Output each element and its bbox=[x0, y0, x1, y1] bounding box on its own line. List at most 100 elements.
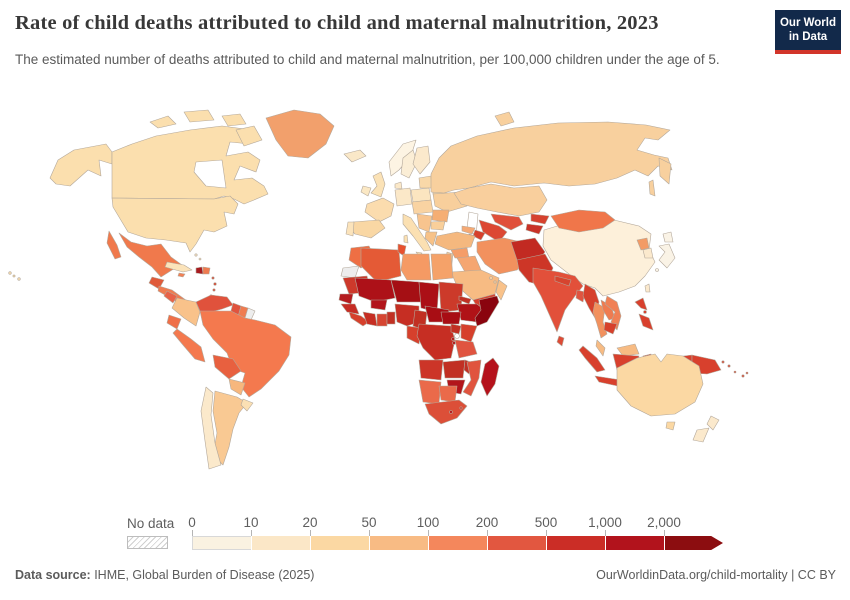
country-caribbean_islands[interactable] bbox=[212, 288, 216, 292]
country-bahamas[interactable] bbox=[194, 253, 198, 257]
legend-bin-100-200[interactable] bbox=[428, 536, 487, 550]
country-botswana[interactable] bbox=[438, 385, 458, 403]
country-canada[interactable] bbox=[111, 125, 269, 205]
country-russia[interactable] bbox=[658, 157, 672, 185]
country-tajikistan[interactable] bbox=[525, 223, 544, 235]
country-mali[interactable] bbox=[354, 277, 396, 303]
country-russia[interactable] bbox=[648, 179, 656, 197]
country-baltics[interactable] bbox=[418, 175, 433, 189]
country-gulf_states[interactable] bbox=[493, 280, 497, 284]
country-hawaii[interactable] bbox=[17, 277, 21, 281]
legend-no-data-swatch[interactable] bbox=[127, 536, 168, 549]
country-madagascar[interactable] bbox=[480, 357, 500, 397]
country-japan[interactable] bbox=[658, 243, 676, 269]
country-canada[interactable] bbox=[221, 113, 247, 127]
country-germany[interactable] bbox=[394, 187, 413, 207]
country-paraguay[interactable] bbox=[228, 378, 246, 396]
country-south_korea[interactable] bbox=[642, 247, 654, 259]
country-canada[interactable] bbox=[183, 109, 215, 123]
country-spain[interactable] bbox=[348, 219, 386, 239]
country-dominican_republic[interactable] bbox=[202, 266, 211, 275]
country-uruguay[interactable] bbox=[240, 398, 254, 412]
country-japan[interactable] bbox=[662, 231, 674, 243]
country-hawaii[interactable] bbox=[12, 274, 16, 278]
country-poland[interactable] bbox=[410, 187, 432, 203]
country-pacific_islands[interactable] bbox=[721, 360, 725, 364]
country-caribbean_islands[interactable] bbox=[211, 276, 215, 280]
country-zambia[interactable] bbox=[442, 359, 466, 379]
country-portugal[interactable] bbox=[345, 221, 355, 237]
country-azerbaijan[interactable] bbox=[472, 229, 486, 241]
country-taiwan[interactable] bbox=[644, 283, 651, 293]
country-italy[interactable] bbox=[403, 234, 409, 244]
country-niger[interactable] bbox=[390, 279, 422, 303]
country-oman[interactable] bbox=[495, 279, 508, 301]
country-sierra_liberia[interactable] bbox=[348, 311, 370, 327]
legend-bin-1000-2000[interactable] bbox=[605, 536, 664, 550]
country-ireland[interactable] bbox=[360, 185, 372, 197]
country-kyrgyzstan[interactable] bbox=[530, 213, 550, 225]
owid-url-link[interactable]: OurWorldinData.org/child-mortality bbox=[596, 568, 788, 582]
country-philippines[interactable] bbox=[643, 310, 647, 314]
country-iceland[interactable] bbox=[343, 149, 367, 163]
country-usa[interactable] bbox=[111, 195, 239, 253]
country-eswatini[interactable] bbox=[459, 406, 463, 410]
country-cuba[interactable] bbox=[164, 261, 193, 273]
country-georgia[interactable] bbox=[461, 225, 476, 235]
country-rwanda_burundi[interactable] bbox=[451, 337, 455, 341]
country-ecuador[interactable] bbox=[166, 314, 182, 330]
country-alaska[interactable] bbox=[49, 143, 113, 187]
country-egypt[interactable] bbox=[430, 253, 454, 281]
country-turkey[interactable] bbox=[434, 231, 476, 251]
country-libya[interactable] bbox=[400, 253, 432, 281]
country-algeria[interactable] bbox=[360, 247, 402, 283]
legend-bin-500-1000[interactable] bbox=[546, 536, 605, 550]
country-sweden[interactable] bbox=[400, 149, 418, 179]
country-caribbean_islands[interactable] bbox=[213, 282, 217, 286]
country-philippines[interactable] bbox=[634, 297, 648, 311]
legend-bin-2000+[interactable] bbox=[664, 536, 723, 550]
country-sri_lanka[interactable] bbox=[556, 335, 565, 347]
country-south_africa[interactable] bbox=[424, 399, 468, 425]
country-canada[interactable] bbox=[235, 125, 263, 147]
country-fiji[interactable] bbox=[745, 371, 749, 375]
country-nicaragua[interactable] bbox=[163, 290, 178, 304]
country-india[interactable] bbox=[532, 267, 584, 333]
country-cambodia[interactable] bbox=[603, 321, 618, 335]
country-north_korea[interactable] bbox=[636, 237, 650, 251]
country-ghana[interactable] bbox=[376, 313, 388, 327]
country-russia[interactable] bbox=[430, 121, 673, 194]
country-romania[interactable] bbox=[431, 209, 450, 223]
country-senegal[interactable] bbox=[338, 293, 354, 305]
country-turkmenistan[interactable] bbox=[478, 219, 508, 243]
country-new_zealand[interactable] bbox=[706, 415, 720, 431]
country-nepal[interactable] bbox=[554, 275, 572, 287]
country-hawaii[interactable] bbox=[8, 271, 12, 275]
country-uganda[interactable] bbox=[450, 323, 462, 335]
legend-bin-10-20[interactable] bbox=[251, 536, 310, 550]
country-angola[interactable] bbox=[418, 359, 444, 381]
country-greece[interactable] bbox=[424, 231, 438, 247]
country-central_europe[interactable] bbox=[411, 199, 434, 215]
legend-color-bar[interactable] bbox=[192, 536, 723, 550]
country-malaysia[interactable] bbox=[595, 339, 606, 357]
country-chile[interactable] bbox=[200, 386, 222, 470]
country-south_sudan[interactable] bbox=[440, 311, 462, 325]
owid-logo[interactable]: Our World in Data bbox=[775, 10, 841, 54]
legend-bin-50-100[interactable] bbox=[369, 536, 428, 550]
country-gulf_states[interactable] bbox=[489, 276, 493, 280]
country-gabon_congo[interactable] bbox=[406, 325, 422, 345]
country-namibia[interactable] bbox=[418, 379, 442, 405]
country-australia[interactable] bbox=[616, 353, 704, 417]
country-bulgaria[interactable] bbox=[430, 220, 446, 231]
country-jamaica[interactable] bbox=[177, 272, 186, 278]
country-kenya[interactable] bbox=[460, 323, 478, 343]
country-new_zealand[interactable] bbox=[692, 427, 710, 443]
country-haiti[interactable] bbox=[195, 266, 204, 275]
country-guinea_region[interactable] bbox=[340, 303, 360, 315]
country-lesotho[interactable] bbox=[449, 410, 453, 414]
country-peru[interactable] bbox=[172, 328, 206, 363]
country-bolivia[interactable] bbox=[212, 354, 242, 380]
country-russia[interactable] bbox=[494, 111, 515, 127]
country-mozambique[interactable] bbox=[462, 359, 482, 397]
